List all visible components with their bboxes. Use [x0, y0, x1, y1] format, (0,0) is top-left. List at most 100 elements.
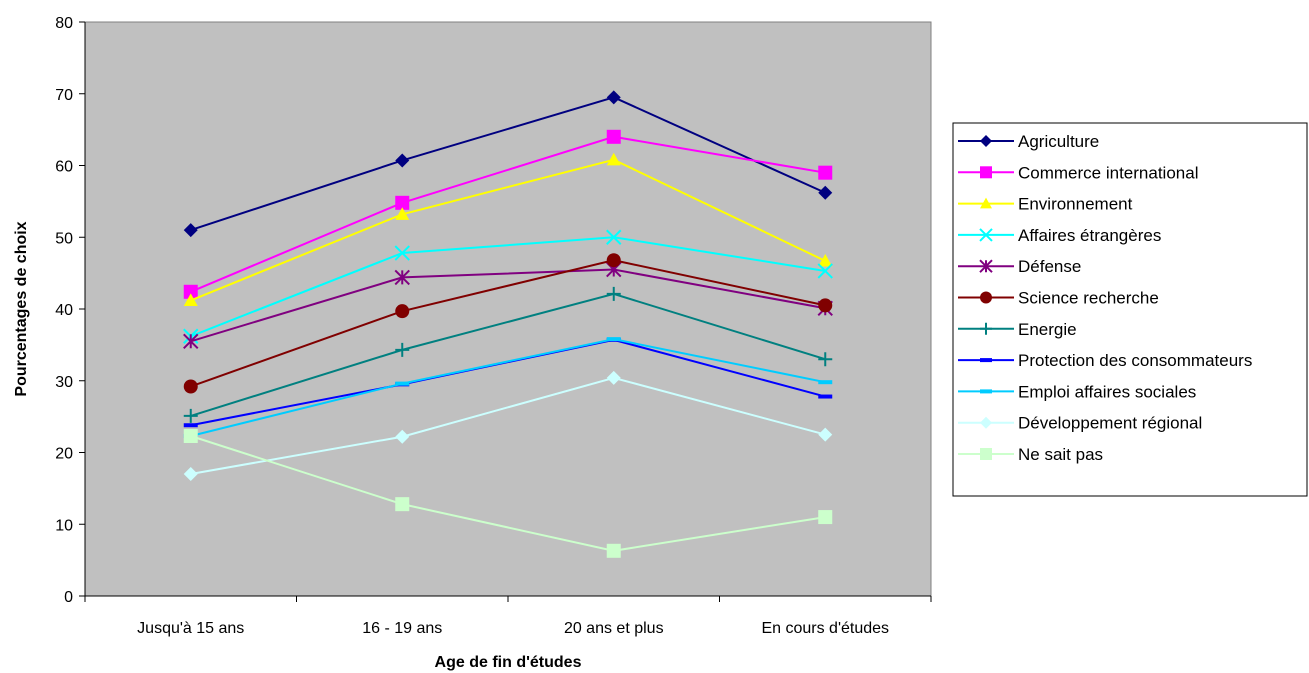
legend-label: Agriculture [1018, 132, 1099, 151]
series-layer [183, 90, 833, 558]
data-point-marker [980, 135, 992, 147]
legend-item: Emploi affaires sociales [958, 382, 1196, 401]
series-9 [183, 370, 833, 482]
data-point-marker [606, 543, 621, 558]
legend-label: Science recherche [1018, 289, 1159, 308]
data-point-marker [395, 207, 410, 220]
legend-items: Agriculture Commerce international Environ… [958, 132, 1252, 464]
data-point-marker [183, 428, 198, 443]
legend-label: Environnement [1018, 195, 1133, 214]
x-tick-label: Jusqu'à 15 ans [137, 620, 244, 637]
data-point-marker [395, 153, 410, 168]
legend-item: Affaires étrangères [958, 226, 1161, 245]
legend-item: Défense [958, 257, 1081, 276]
y-tick-label: 50 [55, 230, 73, 247]
y-tick-label: 80 [55, 15, 73, 32]
data-point-marker [979, 228, 993, 242]
data-point-marker [183, 423, 198, 428]
data-point-marker [818, 298, 833, 313]
data-point-marker [980, 358, 992, 363]
data-point-marker [980, 166, 992, 179]
series-line [190, 268, 826, 343]
legend: Agriculture Commerce international Environ… [952, 122, 1308, 497]
data-point-marker [395, 429, 410, 444]
y-tick-label: 0 [64, 589, 73, 606]
legend-box [952, 122, 1308, 497]
x-axis-title: Age de fin d'études [435, 654, 582, 671]
y-tick-label: 30 [55, 374, 73, 391]
data-point-marker [606, 286, 621, 301]
data-point-marker [980, 322, 992, 335]
data-point-marker [818, 352, 833, 367]
data-point-marker [395, 381, 410, 386]
series-1 [183, 129, 833, 299]
series-10 [183, 428, 833, 558]
data-point-marker [395, 497, 410, 512]
data-point-marker [818, 427, 833, 442]
y-tick-label: 40 [55, 302, 73, 319]
legend-label: Affaires étrangères [1018, 226, 1161, 245]
data-point-marker [980, 416, 992, 429]
data-point-marker [818, 253, 833, 267]
series-line [190, 435, 826, 552]
series-2 [183, 152, 833, 306]
x-tick-label: 16 - 19 ans [362, 620, 442, 637]
y-tick-label: 20 [55, 446, 73, 463]
series-line [190, 338, 826, 437]
data-point-marker [606, 370, 621, 385]
data-point-marker [183, 284, 198, 299]
x-tick-label: En cours d'études [761, 620, 889, 637]
series-line [190, 96, 826, 232]
data-point-marker [606, 253, 621, 268]
y-tick-label: 70 [55, 87, 73, 104]
series-0 [183, 90, 833, 238]
data-point-marker [818, 510, 833, 525]
legend-item: Développement régional [958, 414, 1202, 433]
legend-label: Défense [1018, 257, 1081, 276]
data-point-marker [818, 185, 833, 200]
data-point-marker [395, 195, 410, 210]
legend-item: Environnement [958, 195, 1133, 214]
series-line [190, 236, 826, 338]
data-point-marker [980, 197, 992, 209]
legend-item: Commerce international [958, 163, 1198, 182]
y-axis: 0 10 20 30 40 50 60 70 80 [55, 15, 86, 606]
legend-item: Ne sait pas [958, 445, 1103, 464]
data-point-marker [606, 129, 621, 144]
data-point-marker [818, 380, 833, 385]
series-line [190, 135, 826, 293]
data-point-marker [980, 389, 992, 394]
data-point-marker [979, 259, 993, 273]
legend-label: Ne sait pas [1018, 445, 1103, 464]
x-axis: Jusqu'à 15 ans 16 - 19 ans 20 ans et plus E… [84, 595, 932, 637]
legend-item: Agriculture [958, 132, 1099, 151]
series-line [190, 292, 826, 417]
data-point-marker [606, 90, 621, 105]
data-point-marker [183, 408, 198, 423]
y-tick-label: 60 [55, 159, 73, 176]
legend-label: Energie [1018, 320, 1077, 339]
data-point-marker [817, 263, 833, 279]
data-point-marker [818, 165, 833, 180]
series-5 [183, 253, 833, 394]
data-point-marker [183, 467, 198, 482]
data-point-marker [183, 379, 198, 394]
legend-item: Science recherche [958, 289, 1159, 308]
series-6 [183, 286, 833, 423]
y-axis-title: Pourcentages de choix [13, 221, 30, 396]
data-point-marker [980, 291, 992, 304]
legend-label: Développement régional [1018, 414, 1202, 433]
series-4 [183, 261, 833, 349]
data-point-marker [606, 337, 621, 342]
data-point-marker [394, 269, 410, 286]
data-point-marker [183, 333, 199, 349]
data-point-marker [183, 223, 198, 238]
series-line [190, 259, 826, 388]
data-point-marker [395, 342, 410, 357]
series-line [190, 376, 826, 476]
data-point-marker [394, 245, 410, 261]
y-tick-label: 10 [55, 517, 73, 534]
data-point-marker [183, 293, 198, 306]
legend-item: Protection des consommateurs [958, 351, 1252, 370]
